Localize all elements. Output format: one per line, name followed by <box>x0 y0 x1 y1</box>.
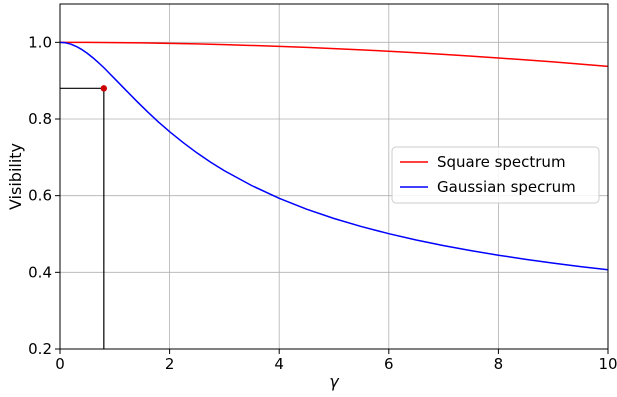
x-axis-title: γ <box>329 372 340 391</box>
highlight-point <box>100 85 108 92</box>
series-layer <box>59 41 609 271</box>
y-tick-label: 0.8 <box>28 110 52 128</box>
x-tick-label: 10 <box>598 355 617 373</box>
legend-box <box>391 146 600 204</box>
y-tick-label: 0.4 <box>28 263 52 281</box>
x-tick-label: 0 <box>55 355 65 373</box>
x-tick-label: 6 <box>384 355 394 373</box>
annotation-layer <box>60 85 108 349</box>
x-tick-label: 4 <box>274 355 284 373</box>
x-tick-label: 8 <box>494 355 504 373</box>
y-tick-label: 0.2 <box>28 340 52 358</box>
series-line-square-spectrum <box>60 41 609 68</box>
y-tick-label: 0.6 <box>28 187 52 205</box>
x-tick-label: 2 <box>165 355 175 373</box>
y-axis-title: Visibility <box>6 143 25 210</box>
plot-area-frame <box>59 3 609 350</box>
series-line-gaussian-spectrum <box>59 41 609 271</box>
legend-label-square: Square spectrum <box>437 153 566 171</box>
y-tick-label: 1.0 <box>28 33 52 51</box>
legend-label-gaussian: Gaussian specrum <box>437 178 576 196</box>
tick-layer: 0 2 4 6 8 10 0.2 0.4 0.6 0.8 1.0 <box>28 33 617 373</box>
legend: Square spectrum Gaussian specrum <box>391 146 600 204</box>
